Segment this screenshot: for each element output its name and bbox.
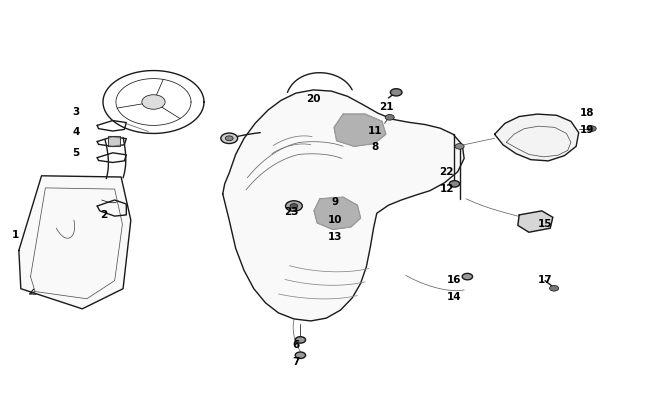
Circle shape [462, 274, 473, 280]
Circle shape [295, 352, 306, 358]
Circle shape [290, 204, 298, 209]
Circle shape [285, 201, 302, 212]
Polygon shape [19, 176, 131, 309]
Text: 21: 21 [379, 102, 394, 112]
Circle shape [295, 337, 306, 343]
Text: 1: 1 [12, 230, 20, 240]
Polygon shape [518, 211, 552, 232]
Circle shape [449, 181, 460, 188]
Polygon shape [334, 115, 386, 147]
Polygon shape [223, 91, 464, 321]
Text: 20: 20 [306, 94, 320, 104]
Text: 16: 16 [447, 275, 462, 285]
Text: 6: 6 [292, 339, 300, 349]
Text: 7: 7 [292, 356, 300, 367]
Polygon shape [495, 115, 578, 162]
Text: 17: 17 [538, 275, 552, 285]
Text: 11: 11 [369, 126, 383, 136]
Polygon shape [108, 137, 120, 146]
Circle shape [550, 286, 558, 291]
Text: 5: 5 [72, 147, 79, 157]
Text: 14: 14 [447, 291, 462, 301]
Text: 18: 18 [580, 108, 594, 118]
Text: 2: 2 [100, 209, 107, 220]
Text: 13: 13 [328, 232, 342, 242]
Text: 3: 3 [72, 107, 79, 117]
Text: 12: 12 [439, 183, 454, 194]
Circle shape [221, 134, 238, 144]
Text: 15: 15 [538, 218, 552, 228]
Circle shape [455, 144, 464, 150]
Text: 9: 9 [331, 197, 338, 207]
Text: 19: 19 [580, 124, 594, 134]
Circle shape [226, 136, 233, 141]
Text: 22: 22 [439, 166, 454, 176]
Circle shape [391, 90, 402, 97]
Text: 4: 4 [72, 127, 79, 137]
Text: 8: 8 [372, 142, 379, 152]
Polygon shape [314, 198, 361, 230]
Text: 23: 23 [284, 207, 298, 216]
Circle shape [385, 115, 395, 121]
Text: 10: 10 [328, 214, 342, 224]
Circle shape [587, 126, 596, 132]
Circle shape [142, 96, 165, 110]
